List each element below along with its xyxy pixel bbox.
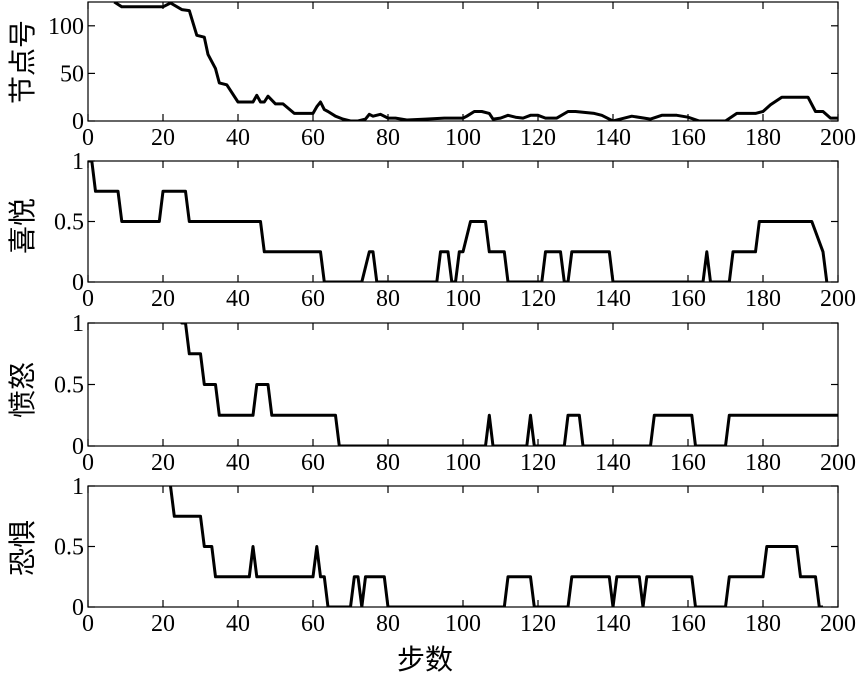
- y-tick-label: 0.5: [54, 210, 84, 236]
- x-tick-label: 0: [82, 286, 94, 312]
- panel-3: 0 20 40 60 80 100 120 140 160 180 200 0 0.5 1 愤怒: [6, 311, 856, 476]
- plot-frame: [87, 1, 839, 122]
- series-line: [88, 161, 829, 282]
- y-axis-label: 喜悦: [6, 198, 39, 254]
- x-tick-label: 120: [520, 125, 556, 151]
- y-tick-label: 1: [72, 474, 84, 500]
- x-tick-label: 40: [226, 611, 250, 637]
- y-tick-label: 0.5: [54, 535, 84, 561]
- y-tick-label: 1: [72, 311, 84, 337]
- y-axis-label: 恐惧: [6, 520, 39, 576]
- plot-frame: [87, 322, 839, 447]
- y-tick-label: 0.5: [54, 373, 84, 399]
- y-tick-label: 1: [72, 149, 84, 175]
- x-tick-label: 20: [151, 611, 175, 637]
- x-tick-label: 60: [301, 125, 325, 151]
- x-tick-label: 120: [520, 286, 556, 312]
- x-tick-label: 200: [820, 450, 856, 476]
- x-tick-label: 140: [595, 125, 631, 151]
- x-tick-label: 20: [151, 286, 175, 312]
- panel-2: 0 20 40 60 80 100 120 140 160 180 200 0 0.5 1 喜悦: [6, 149, 856, 312]
- x-tick-label: 40: [226, 450, 250, 476]
- x-axis-label: 步数: [397, 643, 453, 676]
- x-tick-label: 40: [226, 286, 250, 312]
- y-tick-label: 0: [72, 595, 84, 621]
- x-tick-label: 20: [151, 450, 175, 476]
- x-tick-label: 160: [670, 125, 706, 151]
- x-tick-label: 180: [745, 611, 781, 637]
- plot-frame: [87, 485, 839, 608]
- x-tick-label: 80: [376, 286, 400, 312]
- x-tick-label: 180: [745, 286, 781, 312]
- x-tick-label: 120: [520, 450, 556, 476]
- y-axis-label: 愤怒: [6, 362, 39, 418]
- x-tick-label: 200: [820, 125, 856, 151]
- x-tick-label: 60: [301, 450, 325, 476]
- x-tick-label: 100: [445, 286, 481, 312]
- x-tick-label: 100: [445, 125, 481, 151]
- x-tick-label: 140: [595, 286, 631, 312]
- x-tick-label: 0: [82, 611, 94, 637]
- y-tick-label: 0: [72, 109, 84, 135]
- x-tick-label: 180: [745, 450, 781, 476]
- x-tick-label: 60: [301, 286, 325, 312]
- x-tick-label: 80: [376, 450, 400, 476]
- y-axis-label: 节点号: [6, 20, 39, 104]
- y-tick-label: 0: [72, 270, 84, 296]
- y-tick-label: 0: [72, 434, 84, 460]
- x-tick-label: 0: [82, 125, 94, 151]
- x-tick-label: 80: [376, 125, 400, 151]
- x-tick-label: 60: [301, 611, 325, 637]
- x-tick-label: 80: [376, 611, 400, 637]
- x-tick-label: 140: [595, 611, 631, 637]
- x-tick-label: 40: [226, 125, 250, 151]
- x-tick-label: 0: [82, 450, 94, 476]
- x-tick-label: 100: [445, 450, 481, 476]
- y-tick-label: 50: [60, 61, 84, 87]
- x-tick-label: 160: [670, 286, 706, 312]
- x-tick-label: 200: [820, 611, 856, 637]
- series-line: [113, 2, 838, 121]
- x-tick-label: 160: [670, 450, 706, 476]
- y-tick-label: 100: [48, 14, 84, 40]
- panel-1: 0 20 40 60 80 100 120 140 160 180 200 0 50 100 节点号: [6, 1, 856, 151]
- series-line: [168, 486, 823, 607]
- x-tick-label: 140: [595, 450, 631, 476]
- x-tick-label: 120: [520, 611, 556, 637]
- x-tick-label: 160: [670, 611, 706, 637]
- series-line: [180, 323, 838, 446]
- x-tick-label: 20: [151, 125, 175, 151]
- x-tick-label: 180: [745, 125, 781, 151]
- x-tick-label: 100: [445, 611, 481, 637]
- x-tick-label: 200: [820, 286, 856, 312]
